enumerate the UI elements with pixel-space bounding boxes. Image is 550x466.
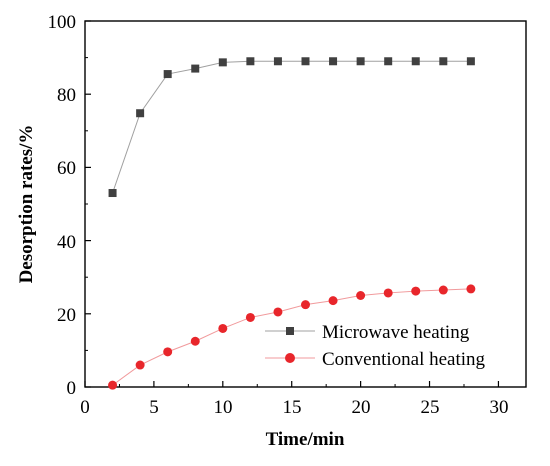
legend-square-marker — [286, 327, 294, 335]
y-tick-label: 100 — [48, 12, 77, 33]
y-tick-label: 0 — [67, 378, 77, 399]
legend-item-conventional: Conventional heating — [265, 349, 486, 370]
data-point-circle — [163, 347, 173, 357]
x-tick-label: 20 — [352, 397, 371, 418]
x-tick-label: 10 — [214, 397, 233, 418]
y-axis-title: Desorption rates/% — [16, 125, 37, 284]
data-point-square — [301, 57, 310, 66]
data-point-circle — [438, 285, 448, 295]
series-line — [112, 60, 471, 194]
x-axis-title: Time/min — [266, 429, 345, 450]
series-line — [112, 288, 471, 386]
y-tick-label: 20 — [57, 305, 76, 326]
legend-circle-marker — [285, 353, 295, 363]
data-point-circle — [356, 291, 366, 300]
x-tick-label: 0 — [80, 397, 90, 418]
data-point-square — [163, 70, 172, 79]
data-point-circle — [273, 307, 283, 317]
y-tick-label: 60 — [57, 158, 76, 179]
data-point-square — [136, 109, 145, 118]
data-point-square — [384, 57, 393, 66]
data-point-circle — [328, 296, 338, 306]
x-tick-label: 15 — [283, 397, 302, 418]
data-point-square — [411, 57, 420, 66]
data-point-square — [273, 57, 282, 66]
x-tick-label: 25 — [421, 397, 440, 418]
data-point-circle — [411, 286, 421, 296]
data-point-square — [466, 57, 475, 66]
data-point-circle — [383, 288, 393, 298]
legend: Microwave heating Conventional heating — [265, 322, 486, 370]
series-layer — [108, 57, 476, 390]
data-point-square — [329, 57, 338, 66]
x-tick-labels: 0 5 10 15 20 25 30 — [80, 397, 508, 418]
data-point-circle — [190, 336, 200, 346]
y-tick-label: 40 — [57, 232, 76, 253]
data-point-square — [218, 58, 227, 67]
data-point-square — [246, 57, 255, 66]
data-point-square — [439, 57, 448, 66]
data-point-square — [191, 64, 200, 73]
legend-label: Microwave heating — [322, 322, 470, 343]
data-point-circle — [466, 284, 476, 294]
legend-label: Conventional heating — [322, 349, 486, 370]
x-tick-label: 30 — [490, 397, 509, 418]
data-point-circle — [135, 360, 145, 370]
y-tick-labels: 0 20 40 60 80 100 — [48, 12, 77, 399]
x-tick-label: 5 — [149, 397, 159, 418]
y-tick-label: 80 — [57, 85, 76, 106]
legend-item-microwave: Microwave heating — [265, 322, 470, 343]
data-point-circle — [301, 300, 310, 310]
axis-ticks — [84, 20, 500, 388]
data-point-circle — [245, 312, 255, 322]
data-point-square — [108, 189, 117, 198]
data-point-circle — [108, 380, 118, 390]
data-point-square — [356, 57, 365, 66]
data-point-circle — [218, 323, 228, 333]
